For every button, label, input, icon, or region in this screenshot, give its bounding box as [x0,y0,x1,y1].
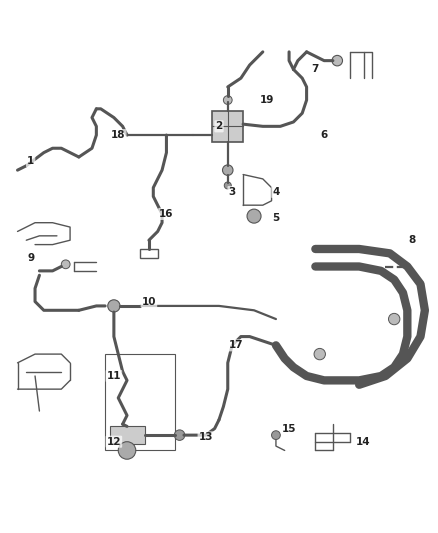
Circle shape [224,182,231,189]
Text: 1: 1 [27,156,34,166]
Bar [140,249,158,258]
Bar [110,426,145,444]
Bar [212,111,243,142]
Text: 3: 3 [229,187,236,197]
Circle shape [223,165,233,175]
Text: 17: 17 [229,341,244,350]
Circle shape [314,349,325,360]
Circle shape [108,300,120,312]
Text: 2: 2 [215,122,223,131]
Text: 13: 13 [198,432,213,442]
Text: 10: 10 [141,296,156,306]
Text: 6: 6 [321,130,328,140]
Text: 15: 15 [282,424,297,433]
Text: 8: 8 [408,235,415,245]
Text: 18: 18 [111,130,126,140]
Circle shape [223,96,232,104]
Text: 19: 19 [260,95,274,105]
Circle shape [118,442,136,459]
Text: 11: 11 [106,371,121,381]
Text: 16: 16 [159,209,174,219]
Circle shape [272,431,280,440]
Circle shape [332,55,343,66]
Bar [105,354,175,450]
Circle shape [389,313,400,325]
Text: 7: 7 [312,64,319,75]
Text: 4: 4 [272,187,279,197]
Circle shape [174,430,185,440]
Circle shape [247,209,261,223]
Text: 9: 9 [27,253,34,263]
Text: 5: 5 [272,213,279,223]
Text: 12: 12 [106,437,121,447]
Text: 14: 14 [356,437,371,447]
Circle shape [61,260,70,269]
